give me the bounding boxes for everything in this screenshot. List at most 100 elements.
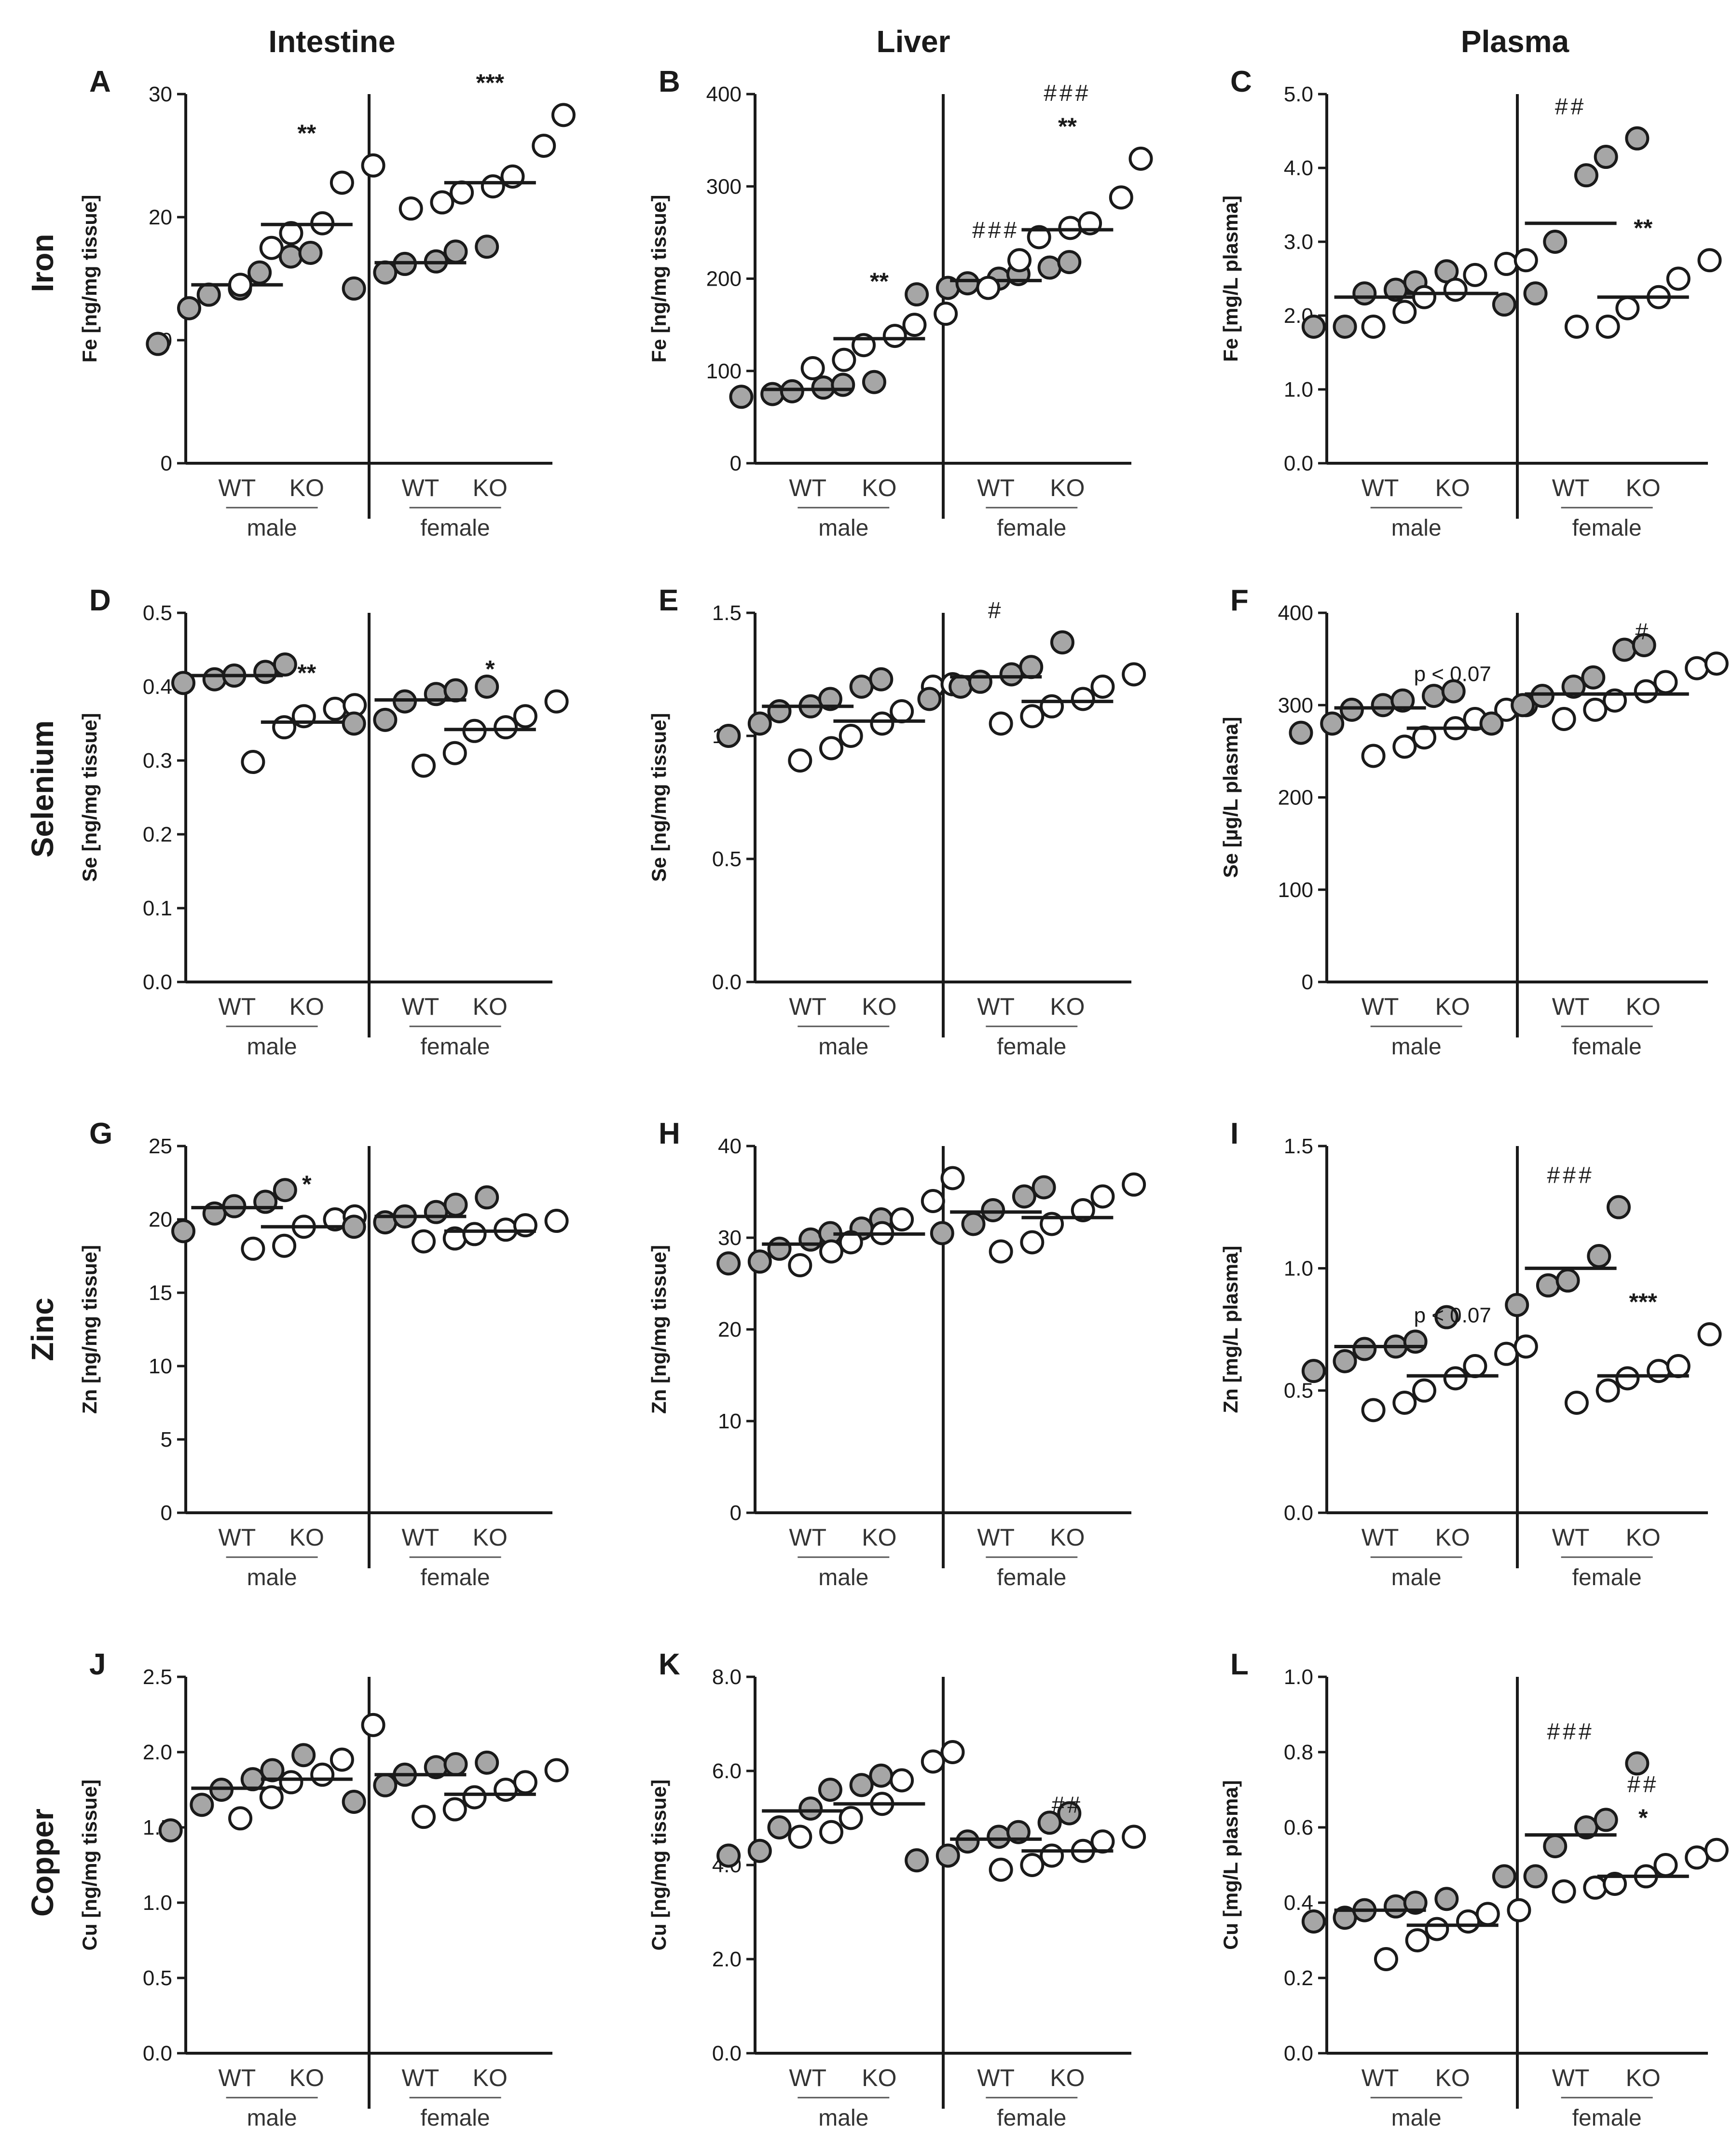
data-point-a (259, 235, 284, 260)
data-point-h (747, 1249, 772, 1274)
data-point-c (1625, 126, 1650, 151)
data-point-b (832, 347, 856, 372)
significance-b: ### (972, 218, 1019, 243)
data-point-l (1456, 1909, 1481, 1934)
y-tick-label-h: 40 (718, 1134, 742, 1158)
data-point-i (1443, 1366, 1468, 1391)
data-point-h (788, 1253, 812, 1277)
data-point-l (1704, 1838, 1729, 1862)
data-point-l (1543, 1834, 1568, 1858)
sex-label-f: male (1391, 1034, 1442, 1060)
data-point-a (373, 260, 398, 285)
y-tick-label-a: 20 (149, 206, 172, 229)
data-point-f (1612, 637, 1637, 662)
data-point-e (849, 675, 874, 699)
y-tick-label-j: 2.0 (143, 1741, 172, 1764)
y-tick-label-b: 0 (730, 452, 742, 475)
data-point-a (196, 282, 221, 307)
data-point-h (716, 1251, 741, 1276)
data-point-b (902, 313, 927, 337)
significance-i: p < 0.07 (1414, 1303, 1491, 1327)
data-point-b (1109, 185, 1133, 210)
panel-h: H 0 10 20 30 40 Zn [ng/mg tissue] WT KO WT KO male f… (647, 1117, 1146, 1590)
data-point-h (981, 1198, 1005, 1222)
data-point-h (767, 1236, 792, 1261)
data-point-c (1333, 314, 1357, 339)
data-point-e (818, 687, 842, 711)
panel-l: L0.00.20.40.60.81.0Cu [mg/L plasma]WT KO#… (1219, 1648, 1729, 2131)
panel-d: D0.00.10.20.30.40.5Se [ng/mg tissue]WT**… (78, 584, 569, 1060)
data-point-f (1552, 706, 1576, 731)
y-tick-label-k: 2.0 (712, 1948, 742, 1971)
group-label-c: KO (1435, 474, 1470, 501)
y-tick-label-h: 10 (718, 1410, 742, 1433)
data-point-i (1666, 1354, 1691, 1378)
significance-k: ## (1052, 1793, 1083, 1818)
y-tick-label-a: 0 (161, 452, 172, 475)
sex-label-d: male (247, 1034, 297, 1060)
group-label-k: WT (977, 2064, 1015, 2091)
data-point-f (1685, 656, 1709, 680)
data-point-c (1513, 248, 1538, 273)
group-label-i: KO (1626, 1524, 1661, 1551)
group-label-c: WT (1362, 474, 1399, 501)
data-point-k (869, 1763, 894, 1788)
data-point-b (729, 385, 754, 409)
data-point-c (1392, 300, 1417, 324)
panel-a: A0102030Fe [ng/mg tissue]WT**KOWT***KOma… (78, 65, 576, 541)
data-point-b (780, 379, 804, 403)
data-point-k (767, 1815, 792, 1839)
data-point-d (342, 711, 366, 736)
y-tick-label-j: 0.0 (143, 2042, 172, 2065)
data-point-d (544, 689, 569, 714)
data-point-b (1007, 248, 1032, 273)
significance-c: ** (1634, 214, 1652, 241)
data-point-e (870, 711, 894, 736)
group-label-l: WT (1552, 2064, 1590, 2091)
data-point-e (716, 724, 741, 748)
data-point-l (1594, 1808, 1618, 1832)
data-point-k (1090, 1829, 1115, 1854)
data-point-e (839, 724, 863, 748)
y-tick-label-b: 200 (706, 267, 742, 291)
y-tick-label-b: 400 (706, 83, 742, 106)
data-point-c (1412, 285, 1436, 309)
group-label-g: KO (473, 1524, 508, 1551)
group-label-h: KO (862, 1524, 896, 1551)
y-axis-label-j: Cu [ng/mg tissue] (78, 1780, 101, 1951)
data-point-g (475, 1185, 499, 1210)
group-label-k: KO (862, 2064, 896, 2091)
data-point-d (494, 715, 518, 740)
y-axis-label-g: Zn [ng/mg tissue] (78, 1245, 101, 1414)
data-point-j (373, 1773, 398, 1797)
data-point-b (1027, 225, 1051, 249)
data-point-f (1422, 684, 1446, 708)
data-point-b (811, 375, 836, 400)
data-point-e (890, 699, 914, 723)
data-point-j (513, 1770, 537, 1795)
significance-a: ** (297, 120, 316, 147)
panel-letter-f: F (1230, 584, 1249, 617)
group-label-b: WT (977, 474, 1015, 501)
data-point-a (532, 134, 556, 158)
data-point-h (1090, 1184, 1115, 1209)
group-label-e: WT (977, 993, 1015, 1020)
data-point-f (1390, 688, 1415, 713)
data-point-l (1425, 1917, 1449, 1941)
data-point-g (412, 1229, 436, 1254)
y-tick-label-d: 0.1 (143, 897, 172, 920)
data-point-k (849, 1773, 874, 1797)
y-tick-label-g: 20 (149, 1208, 172, 1231)
data-point-d (412, 753, 436, 778)
data-point-l (1403, 1891, 1428, 1915)
y-tick-label-f: 300 (1278, 693, 1313, 717)
group-label-c: WT (1552, 474, 1590, 501)
data-point-f (1479, 711, 1504, 736)
data-point-d (475, 675, 499, 699)
group-label-a: WT (402, 474, 440, 501)
data-point-h (1032, 1175, 1056, 1200)
data-point-c (1666, 266, 1691, 291)
data-point-f (1412, 725, 1436, 750)
panel-j: J0.00.51.01.52.02.5Cu [ng/mg tissue]WT KO… (78, 1648, 569, 2131)
